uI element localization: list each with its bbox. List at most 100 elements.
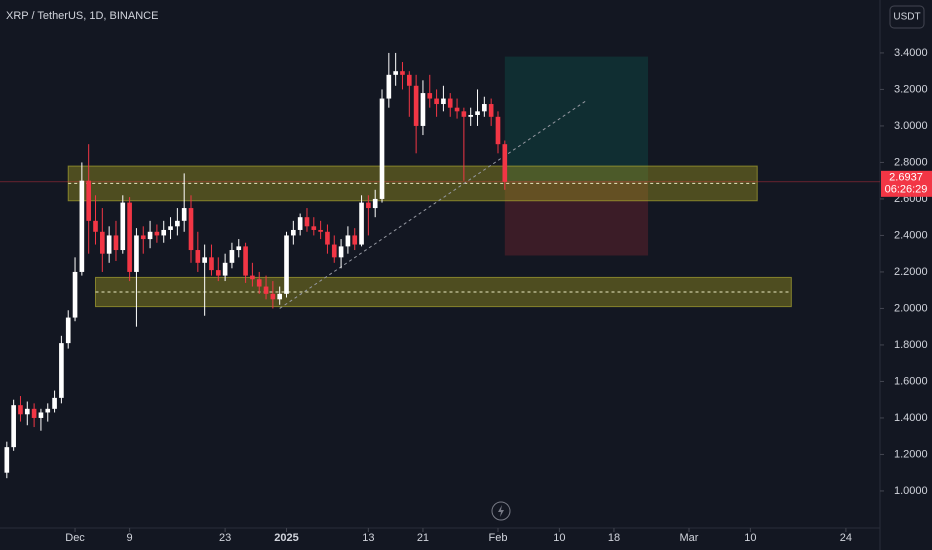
candle-body [427,93,433,99]
x-tick-label: 9 [127,532,133,544]
candle-body [406,74,412,86]
candle-body [488,104,494,117]
y-tick-label: 1.0000 [894,485,928,497]
last-price-label: 2.6937 [889,172,923,184]
candle-body [284,235,289,294]
candle-body [304,217,310,227]
candle-body [18,405,23,415]
x-tick-label: 23 [219,532,231,544]
last-price-box [881,170,932,197]
candle-body [366,202,371,209]
y-tick-label: 3.2000 [894,83,928,95]
candle-body [413,85,419,126]
y-tick-label: 1.6000 [894,375,928,387]
countdown-label: 06:26:29 [885,184,928,196]
candle-body [127,202,132,272]
position-profit [504,56,649,182]
candle-body [325,231,330,245]
candle-body [291,229,296,236]
candle-body [331,244,337,258]
y-tick-label: 2.8000 [894,156,928,168]
currency-label[interactable]: USDT [893,12,920,23]
y-tick-label: 1.4000 [894,412,928,424]
x-tick-label: 24 [840,532,852,544]
candle-body [297,217,303,230]
candle-body [140,235,146,240]
candle-body [441,98,446,105]
candle-body [31,408,37,418]
candle-body [229,250,235,263]
x-tick-label: 2025 [274,532,298,544]
y-tick-label: 2.4000 [894,229,928,241]
candle-body [154,231,160,236]
candle-body [134,235,139,272]
x-tick-label: 10 [553,532,565,544]
candle-body [181,208,187,221]
candle-body [215,270,221,276]
candle-body [86,180,92,221]
candle-body [100,231,105,254]
candle-body [345,235,351,247]
y-tick-label: 1.2000 [894,448,928,460]
y-tick-label: 2.2000 [894,266,928,278]
candle-body [256,279,262,287]
x-tick-label: Mar [680,532,699,544]
candle-body [502,144,508,182]
candle-body [352,235,358,245]
candle-body [72,271,78,318]
position-loss [504,181,649,256]
x-tick-label: 10 [744,532,756,544]
candle-body [468,114,474,117]
y-tick-label: 3.4000 [894,47,928,59]
x-tick-label: Dec [65,532,85,544]
candle-body [65,317,71,344]
candle-body [263,286,269,294]
candle-body [311,226,317,230]
candle-body [188,208,194,251]
candle-body [45,408,51,413]
candle-body [270,293,276,300]
candle-body [277,293,283,300]
candle-body [11,405,16,448]
candle-body [434,98,439,105]
candle-body [454,107,460,112]
x-tick-label: 13 [362,532,374,544]
candle-body [243,246,248,276]
candle-body [495,116,501,145]
candle-body [250,275,255,280]
candle-body [359,202,364,245]
y-tick-label: 2.0000 [894,302,928,314]
candle-body [52,397,57,409]
chart-title: XRP / TetherUS, 1D, BINANCE [6,10,158,22]
candle-body [59,343,64,398]
candle-body [338,246,344,258]
candle-body [447,98,453,108]
candle-body [175,220,180,227]
candle-body [209,257,214,271]
candle-body [236,246,242,251]
candle-body [379,98,385,199]
x-tick-label: Feb [489,532,508,544]
y-tick-label: 3.0000 [894,120,928,132]
candle-body [420,93,426,126]
plot-area [0,52,880,479]
candle-body [106,235,112,254]
candle-body [461,111,467,117]
candle-body [38,412,44,418]
candle-body [147,231,153,240]
currency-button[interactable] [889,5,925,29]
candle-body [386,74,392,99]
candle-body [161,229,167,236]
candle-body [372,198,378,209]
candle-body [4,447,10,473]
candle-body [222,262,228,276]
y-tick-label: 1.8000 [894,339,928,351]
replay-icon[interactable] [491,501,511,521]
candle-body [393,71,398,75]
candle-body [93,220,98,232]
x-tick-label: 21 [417,532,429,544]
candle-body [120,202,126,251]
